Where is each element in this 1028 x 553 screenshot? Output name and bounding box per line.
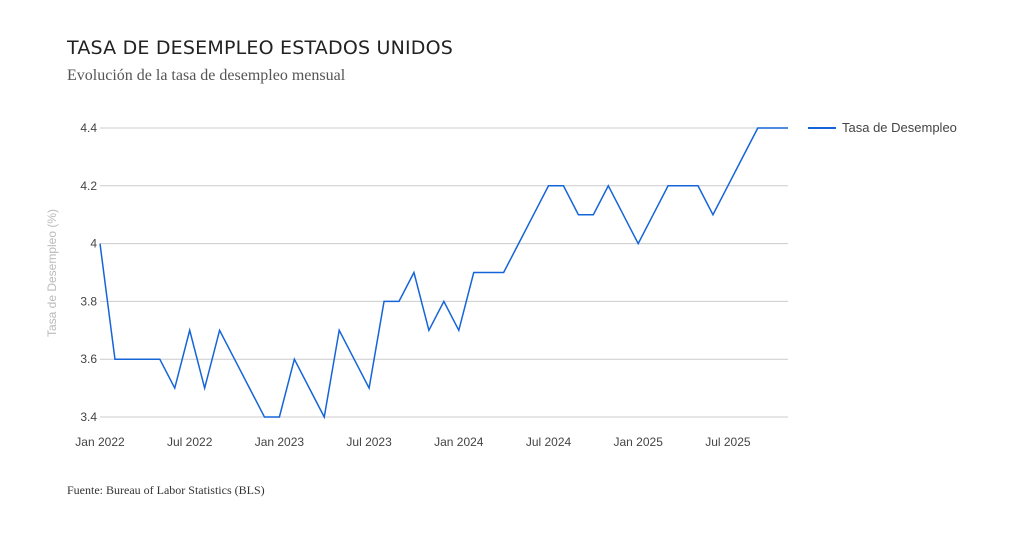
y-axis-label: Tasa de Desempleo (%) (45, 209, 59, 337)
x-tick-label: Jul 2022 (167, 435, 213, 449)
chart-subtitle: Evolución de la tasa de desempleo mensua… (67, 67, 346, 84)
x-tick-label: Jan 2022 (75, 435, 125, 449)
x-tick-label: Jul 2024 (526, 435, 572, 449)
y-tick-label: 4.4 (80, 121, 97, 135)
x-tick-label: Jul 2023 (346, 435, 392, 449)
series-lines (99, 127, 788, 420)
source-note: Fuente: Bureau of Labor Statistics (BLS) (67, 483, 265, 497)
x-tick-label: Jan 2025 (614, 435, 664, 449)
chart-title: TASA DE DESEMPLEO ESTADOS UNIDOS (67, 37, 454, 59)
x-tick-label: Jan 2023 (255, 435, 305, 449)
legend-label: Tasa de Desempleo (842, 120, 957, 135)
x-axis-ticks: Jan 2022 Jul 2022 Jan 2023 Jul 2023 Jan 2024… (75, 435, 751, 449)
x-tick-label: Jul 2025 (705, 435, 751, 449)
y-tick-label: 3.4 (80, 410, 97, 424)
y-tick-label: 3.6 (80, 352, 97, 366)
y-axis-ticks: 3.4 3.6 3.8 4 4.2 4.4 (80, 121, 97, 424)
series-line-tasa-de-desempleo (99, 127, 788, 420)
legend: Tasa de Desempleo (808, 120, 957, 135)
y-tick-label: 4.2 (80, 179, 97, 193)
y-tick-label: 3.8 (80, 294, 97, 308)
x-tick-label: Jan 2024 (434, 435, 484, 449)
gridlines (100, 127, 788, 418)
y-tick-label: 4 (90, 237, 97, 251)
